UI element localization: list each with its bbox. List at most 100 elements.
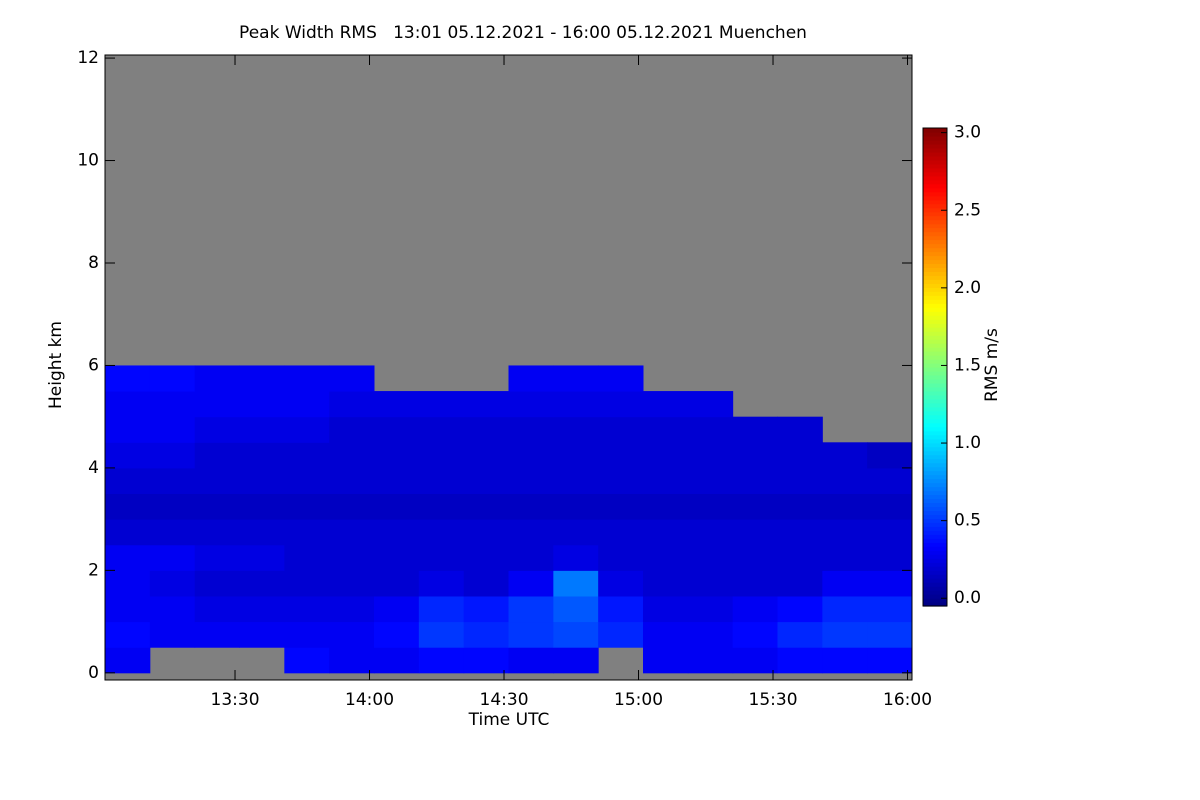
heatmap-cell — [374, 570, 420, 597]
y-tick-label: 4 — [88, 458, 99, 478]
heatmap-cell — [687, 391, 734, 418]
x-tick-label: 15:30 — [749, 690, 798, 710]
heatmap-cell — [284, 365, 330, 392]
heatmap-cell — [105, 519, 151, 546]
heatmap-cell — [418, 621, 465, 648]
colorbar-swatch — [923, 235, 947, 241]
colorbar-swatch — [923, 446, 947, 452]
heatmap-cell — [418, 493, 465, 520]
colorbar-swatch — [923, 582, 947, 587]
heatmap-cell — [194, 570, 240, 597]
heatmap-cell — [777, 544, 823, 571]
colorbar-swatch — [923, 586, 947, 591]
colorbar-swatch — [923, 199, 947, 205]
heatmap-cell — [822, 467, 868, 495]
heatmap-cell — [777, 621, 823, 648]
colorbar-swatch — [923, 211, 947, 217]
heatmap-cell — [598, 544, 644, 571]
colorbar-swatch — [923, 227, 947, 233]
colorbar-swatch — [923, 367, 947, 372]
heatmap-cell — [553, 570, 599, 597]
heatmap-cell — [732, 442, 778, 469]
colorbar-swatch — [923, 566, 947, 571]
heatmap-cell — [329, 595, 375, 623]
heatmap-cell — [598, 570, 644, 597]
colorbar-swatch — [923, 438, 947, 444]
colorbar-swatch — [923, 175, 947, 181]
y-tick-label: 6 — [88, 355, 99, 375]
colorbar-swatch — [923, 239, 947, 245]
colorbar-swatch — [923, 418, 947, 424]
colorbar-swatch — [923, 530, 947, 535]
y-tick-label: 10 — [77, 151, 99, 171]
heatmap-cell — [105, 442, 151, 469]
heatmap-cell — [687, 570, 734, 597]
colorbar-swatch — [923, 139, 947, 145]
heatmap-cell — [508, 493, 554, 520]
heatmap-cell — [732, 570, 778, 597]
colorbar-swatch — [923, 179, 947, 185]
heatmap-cell — [239, 519, 285, 546]
colorbar-swatch — [923, 219, 947, 225]
heatmap-cell — [418, 595, 465, 623]
colorbar-swatch — [923, 378, 947, 384]
colorbar-swatch — [923, 482, 947, 488]
heatmap-cell — [105, 595, 151, 623]
heatmap-cell — [867, 493, 913, 520]
heatmap-cell — [598, 365, 644, 392]
heatmap-cell — [822, 442, 868, 469]
heatmap-cell — [329, 365, 375, 392]
heatmap-cell — [777, 442, 823, 469]
colorbar-swatch — [923, 128, 947, 133]
heatmap-cell — [643, 416, 689, 443]
heatmap-cell — [374, 519, 420, 546]
colorbar-swatch — [923, 307, 947, 312]
heatmap-cell — [329, 493, 375, 520]
heatmap-cell — [239, 544, 285, 571]
heatmap-cell — [463, 467, 509, 495]
colorbar-swatch — [923, 247, 947, 253]
colorbar-swatch — [923, 558, 947, 563]
colorbar-swatch — [923, 562, 947, 567]
colorbar-swatch — [923, 263, 947, 269]
colorbar-swatch — [923, 319, 947, 324]
heatmap-cell — [284, 442, 330, 469]
heatmap-cell — [149, 416, 196, 443]
colorbar-tick-label: 0.5 — [954, 511, 981, 531]
heatmap-cell — [687, 647, 734, 674]
heatmap-cell — [463, 595, 509, 623]
colorbar-swatch — [923, 251, 947, 257]
heatmap-cell — [598, 493, 644, 520]
y-tick-label: 12 — [77, 48, 99, 68]
heatmap-cell — [374, 467, 420, 495]
colorbar-swatch — [923, 546, 947, 551]
colorbar-swatch — [923, 311, 947, 316]
heatmap-cell — [867, 467, 913, 495]
y-tick-label: 2 — [88, 560, 99, 580]
heatmap-cell — [777, 595, 823, 623]
heatmap-cell — [867, 621, 913, 648]
colorbar-swatch — [923, 203, 947, 209]
colorbar-swatch — [923, 243, 947, 249]
heatmap-cell — [105, 570, 151, 597]
heatmap-cell — [553, 365, 599, 392]
heatmap-cell — [374, 391, 420, 418]
heatmap-cell — [867, 647, 913, 674]
heatmap-cell — [463, 416, 509, 443]
colorbar-swatch — [923, 494, 947, 500]
heatmap-cell — [418, 647, 465, 674]
heatmap-cell — [105, 365, 151, 392]
heatmap-cell — [329, 467, 375, 495]
heatmap-cell — [598, 467, 644, 495]
colorbar-swatch — [923, 490, 947, 496]
x-tick-label: 16:00 — [883, 690, 932, 710]
colorbar-swatch — [923, 195, 947, 201]
colorbar-swatch — [923, 147, 947, 153]
heatmap-cell — [194, 519, 240, 546]
heatmap-cell — [374, 621, 420, 648]
heatmap-cell — [194, 365, 240, 392]
colorbar-swatch — [923, 374, 947, 380]
colorbar-tick-label: 0.0 — [954, 588, 981, 608]
colorbar-swatch — [923, 327, 947, 332]
